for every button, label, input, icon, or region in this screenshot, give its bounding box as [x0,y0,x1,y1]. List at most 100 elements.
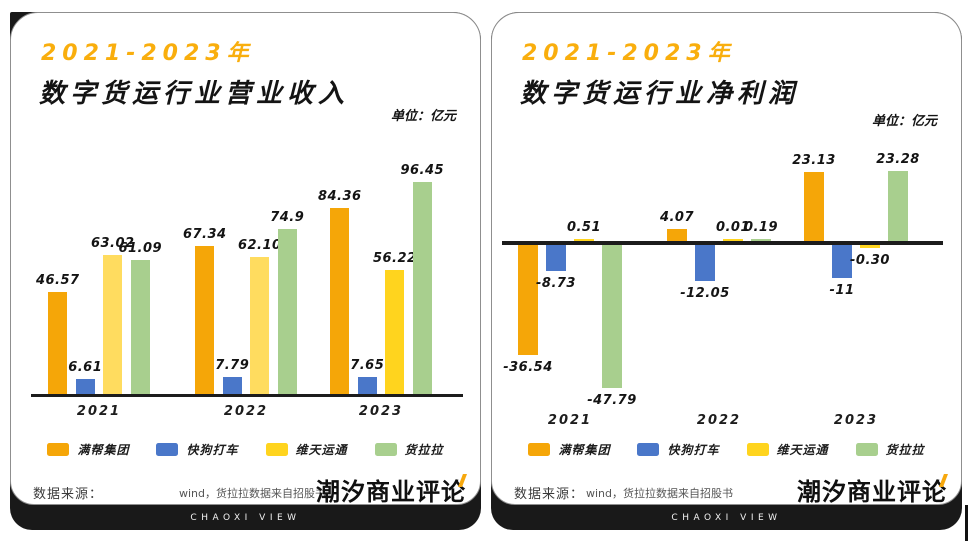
bar-s1-2023 [357,377,377,394]
chaoxi-logo: 潮汐商业评论 [797,472,948,507]
legend-swatch [374,443,397,456]
legend-swatch [637,443,660,456]
bar-value-label: -36.54 [503,359,553,375]
legend-swatch [265,443,288,456]
unit-label: 单位：亿元 [871,114,937,129]
net-profit-bar-chart: 2021 -36.54 -8.73 0.51 -47.79 2022 4.07 -12.05 0… [492,13,963,473]
net-profit-card: 2021-2023年 数字货运行业净利润 单位：亿元 2021 -36.54 -8.… [491,12,962,530]
chart-legend: 满帮集团 快狗打车 维天运通 货拉拉 [492,441,961,458]
bar-value-label: 0.51 [566,219,602,235]
source-text: wind，货拉拉数据来自招股书 [179,487,327,500]
logo-accent-mark [458,474,467,487]
legend-item-s3: 货拉拉 [374,441,444,458]
bar-s3-2023 [412,181,432,394]
card-main-title: 数字货运行业净利润 [520,79,800,109]
bar-s1-2022 [222,376,242,394]
revenue-card: 2021-2023年 数字货运行业营业收入 单位：亿元 2021 46.57 6.6… [10,12,481,530]
card-year-title: 2021-2023年 [41,41,255,66]
axis-category-label: 2023 [833,413,879,428]
source-label: 数据来源： [514,487,585,502]
legend-swatch [746,443,769,456]
screenshot-edge-artifact [965,505,968,541]
bar-s1-2021 [546,245,566,272]
card-face: 2021-2023年 数字货运行业净利润 单位：亿元 2021 -36.54 -8.… [491,12,963,507]
logo-text: 潮汐商业评论 [797,478,947,506]
legend-item-s2: 维天运通 [746,441,829,458]
bar-value-label: 4.07 [659,209,695,225]
logo-accent-mark [939,474,948,487]
bar-value-label: 96.45 [400,162,445,178]
bar-value-label: 6.61 [68,360,103,376]
legend-label: 快狗打车 [667,443,720,457]
bar-value-label: 23.28 [876,152,920,168]
bar-s3-2022 [751,238,771,241]
bar-s2-2021 [574,238,594,241]
bar-s0-2021 [518,245,538,355]
card-face: 2021-2023年 数字货运行业营业收入 单位：亿元 2021 46.57 6.6… [10,12,482,506]
legend-item-s1: 快狗打车 [637,441,719,458]
bar-value-label: 67.34 [182,226,227,242]
bar-value-label: -47.79 [587,393,637,409]
footer-bar: CHAOXI VIEW [671,512,782,523]
bar-value-label: -11 [829,283,855,298]
bar-s2-2022 [723,238,743,241]
legend-item-s3: 货拉拉 [855,441,925,458]
axis-category-label: 2022 [696,413,742,428]
axis-category-label: 2021 [547,413,593,428]
bar-value-label: -8.73 [536,276,576,292]
legend-swatch [47,443,70,456]
legend-label: 满帮集团 [558,443,611,457]
logo-text: 潮汐商业评论 [316,478,466,506]
x-axis-line [31,394,463,397]
bar-s1-2021 [75,379,95,394]
bar-s1-2022 [695,245,715,282]
legend-item-s0: 满帮集团 [528,441,610,458]
bar-value-label: 7.79 [215,357,250,373]
footer-bar: CHAOXI VIEW [190,512,301,523]
card-year-title: 2021-2023年 [522,41,736,66]
bar-s2-2022 [250,257,270,394]
bar-s0-2023 [330,208,350,394]
source-text: wind，货拉拉数据来自招股书 [586,487,734,500]
revenue-bar-chart: 2021 46.57 6.61 63.02 61.09 2022 67.34 7.79 62.1… [11,13,482,473]
bar-value-label: 46.57 [35,272,80,288]
legend-item-s1: 快狗打车 [156,441,238,458]
legend-swatch [156,443,179,456]
bar-s3-2021 [130,259,150,394]
bar-s3-2022 [277,229,297,394]
chart-legend: 满帮集团 快狗打车 维天运通 货拉拉 [11,441,480,458]
bar-value-label: 84.36 [317,189,362,205]
legend-swatch [528,443,551,456]
axis-category-label: 2021 [76,404,122,419]
axis-category-label: 2023 [358,404,404,419]
bar-s0-2022 [667,228,687,241]
bar-s0-2023 [804,171,824,241]
legend-label: 货拉拉 [885,443,925,457]
bar-s1-2023 [832,245,852,278]
bar-value-label: 56.22 [372,251,417,267]
bar-value-label: 0.19 [743,219,779,235]
axis-category-label: 2022 [223,404,269,419]
card-main-title: 数字货运行业营业收入 [39,79,350,109]
legend-label: 快狗打车 [186,443,239,457]
x-axis-line [502,241,943,245]
bar-s2-2021 [103,255,123,394]
bar-s2-2023 [860,245,880,248]
legend-label: 维天运通 [295,443,348,457]
source-row: 数据来源： wind，货拉拉数据来自招股书 潮汐商业评论 [492,472,961,507]
bar-value-label: 61.09 [118,240,163,256]
legend-label: 货拉拉 [404,443,444,457]
bar-value-label: -0.30 [850,252,890,268]
legend-item-s0: 满帮集团 [47,441,129,458]
bar-value-label: 7.65 [350,358,385,374]
bar-s3-2023 [888,171,908,241]
bar-value-label: 74.9 [270,210,305,226]
bar-s0-2022 [195,245,215,394]
bar-value-label: 63.02 [90,236,135,252]
unit-label: 单位：亿元 [390,109,456,124]
legend-label: 维天运通 [776,443,829,457]
bar-value-label: 23.13 [792,152,836,168]
source-label: 数据来源： [33,487,104,502]
bar-value-label: -12.05 [680,286,730,302]
